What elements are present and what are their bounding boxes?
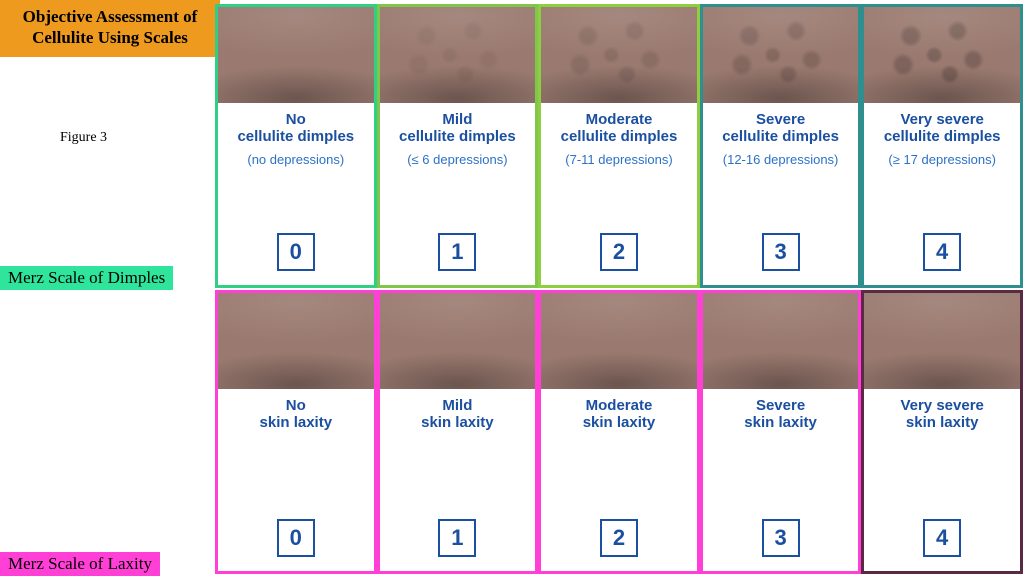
photo-swatch (380, 7, 536, 103)
card-label-line1: Mild (421, 397, 494, 414)
card-body: Mildcellulite dimples (≤ 6 depressions) 1 (380, 103, 536, 285)
card-subtext (260, 438, 333, 454)
card-label-line2: skin laxity (744, 414, 817, 431)
photo-swatch (541, 293, 697, 389)
row-label-dimples: Merz Scale of Dimples (0, 266, 173, 290)
card-subtext (583, 438, 656, 454)
photo-swatch (380, 293, 536, 389)
card-label-line2: skin laxity (260, 414, 333, 431)
figure-label: Figure 3 (60, 130, 107, 146)
card-label-line1: Very severe (884, 111, 1001, 128)
card-body: Severeskin laxity 3 (703, 389, 859, 571)
scale-row-laxity: Noskin laxity0Mildskin laxity1Moderatesk… (215, 290, 1023, 574)
card-label-line1: No (237, 111, 354, 128)
page-title: Objective Assessment of Cellulite Using … (0, 0, 220, 57)
card-label-line1: Severe (722, 111, 839, 128)
card-label-line1: Moderate (561, 111, 678, 128)
card-subtext (900, 438, 983, 454)
card-subtext: (12-16 depressions) (722, 152, 839, 168)
card-body: Severecellulite dimples (12-16 depression… (703, 103, 859, 285)
card-body: Moderateskin laxity 2 (541, 389, 697, 571)
scale-card-dimples-4: Very severecellulite dimples (≥ 17 depres… (861, 4, 1023, 288)
scale-card-laxity-3: Severeskin laxity 3 (700, 290, 862, 574)
score-box: 2 (600, 519, 638, 557)
card-label-line1: Mild (399, 111, 516, 128)
card-label-line2: cellulite dimples (237, 128, 354, 145)
card-subtext: (7-11 depressions) (561, 152, 678, 168)
card-subtext: (≥ 17 depressions) (884, 152, 1001, 168)
card-body: Moderatecellulite dimples (7-11 depressio… (541, 103, 697, 285)
card-label-line2: cellulite dimples (884, 128, 1001, 145)
card-label-line2: skin laxity (900, 414, 983, 431)
card-body: Noskin laxity 0 (218, 389, 374, 571)
photo-swatch (541, 7, 697, 103)
scale-card-dimples-1: Mildcellulite dimples (≤ 6 depressions) 1 (377, 4, 539, 288)
card-label-line1: Moderate (583, 397, 656, 414)
photo-swatch (864, 293, 1020, 389)
photo-swatch (218, 7, 374, 103)
card-body: Mildskin laxity 1 (380, 389, 536, 571)
photo-swatch (703, 293, 859, 389)
card-subtext: (no depressions) (237, 152, 354, 168)
row-label-laxity: Merz Scale of Laxity (0, 552, 160, 576)
photo-swatch (864, 7, 1020, 103)
photo-swatch (703, 7, 859, 103)
score-box: 1 (438, 519, 476, 557)
score-box: 0 (277, 233, 315, 271)
scale-card-dimples-2: Moderatecellulite dimples (7-11 depressio… (538, 4, 700, 288)
score-box: 2 (600, 233, 638, 271)
card-label-line1: No (260, 397, 333, 414)
score-box: 3 (762, 233, 800, 271)
card-label-line2: cellulite dimples (561, 128, 678, 145)
card-label-line2: skin laxity (421, 414, 494, 431)
scale-card-dimples-0: Nocellulite dimples (no depressions) 0 (215, 4, 377, 288)
card-body: Very severeskin laxity 4 (864, 389, 1020, 571)
card-label-line1: Severe (744, 397, 817, 414)
card-body: Nocellulite dimples (no depressions) 0 (218, 103, 374, 285)
card-label-line1: Very severe (900, 397, 983, 414)
card-body: Very severecellulite dimples (≥ 17 depres… (864, 103, 1020, 285)
scale-card-laxity-1: Mildskin laxity 1 (377, 290, 539, 574)
card-subtext (744, 438, 817, 454)
score-box: 0 (277, 519, 315, 557)
score-box: 4 (923, 233, 961, 271)
card-label-line2: cellulite dimples (399, 128, 516, 145)
card-subtext: (≤ 6 depressions) (399, 152, 516, 168)
scale-card-laxity-4: Very severeskin laxity 4 (861, 290, 1023, 574)
scale-card-laxity-2: Moderateskin laxity 2 (538, 290, 700, 574)
scale-card-laxity-0: Noskin laxity 0 (215, 290, 377, 574)
card-label-line2: skin laxity (583, 414, 656, 431)
score-box: 3 (762, 519, 800, 557)
photo-swatch (218, 293, 374, 389)
scale-card-dimples-3: Severecellulite dimples (12-16 depression… (700, 4, 862, 288)
card-subtext (421, 438, 494, 454)
scale-row-dimples: Nocellulite dimples(no depressions)0Mild… (215, 4, 1023, 288)
card-label-line2: cellulite dimples (722, 128, 839, 145)
score-box: 1 (438, 233, 476, 271)
score-box: 4 (923, 519, 961, 557)
page: Objective Assessment of Cellulite Using … (0, 0, 1024, 576)
